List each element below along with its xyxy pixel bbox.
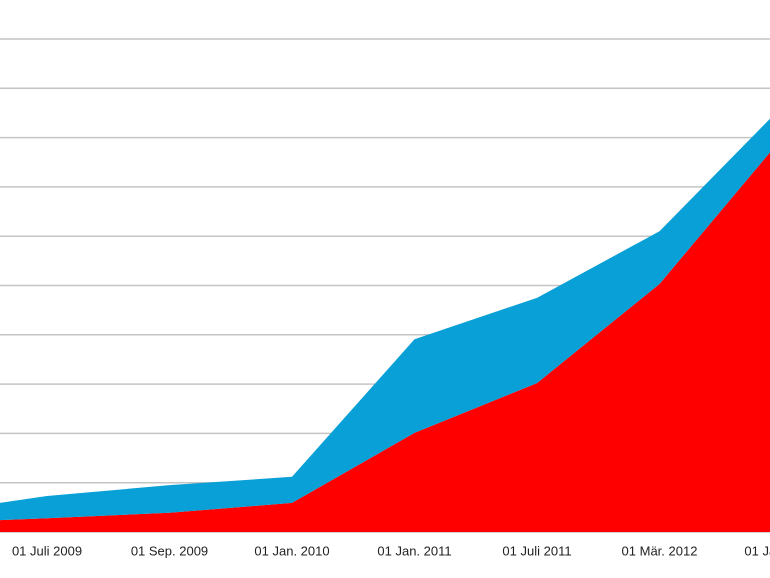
x-tick-label: 01 Juli 2009 [12, 543, 82, 558]
x-tick-label: 01 Juli 2011 [502, 543, 571, 558]
x-tick-label: 01 Sep. 2009 [131, 543, 208, 558]
x-tick-label: 01 Jan. 2013 [744, 543, 770, 558]
x-tick-label: 01 Jan. 2010 [254, 543, 329, 558]
x-tick-label: 01 Mär. 2012 [622, 543, 698, 558]
area [0, 152, 770, 532]
x-tick-label: 01 Jan. 2011 [377, 543, 451, 558]
area [0, 118, 770, 521]
